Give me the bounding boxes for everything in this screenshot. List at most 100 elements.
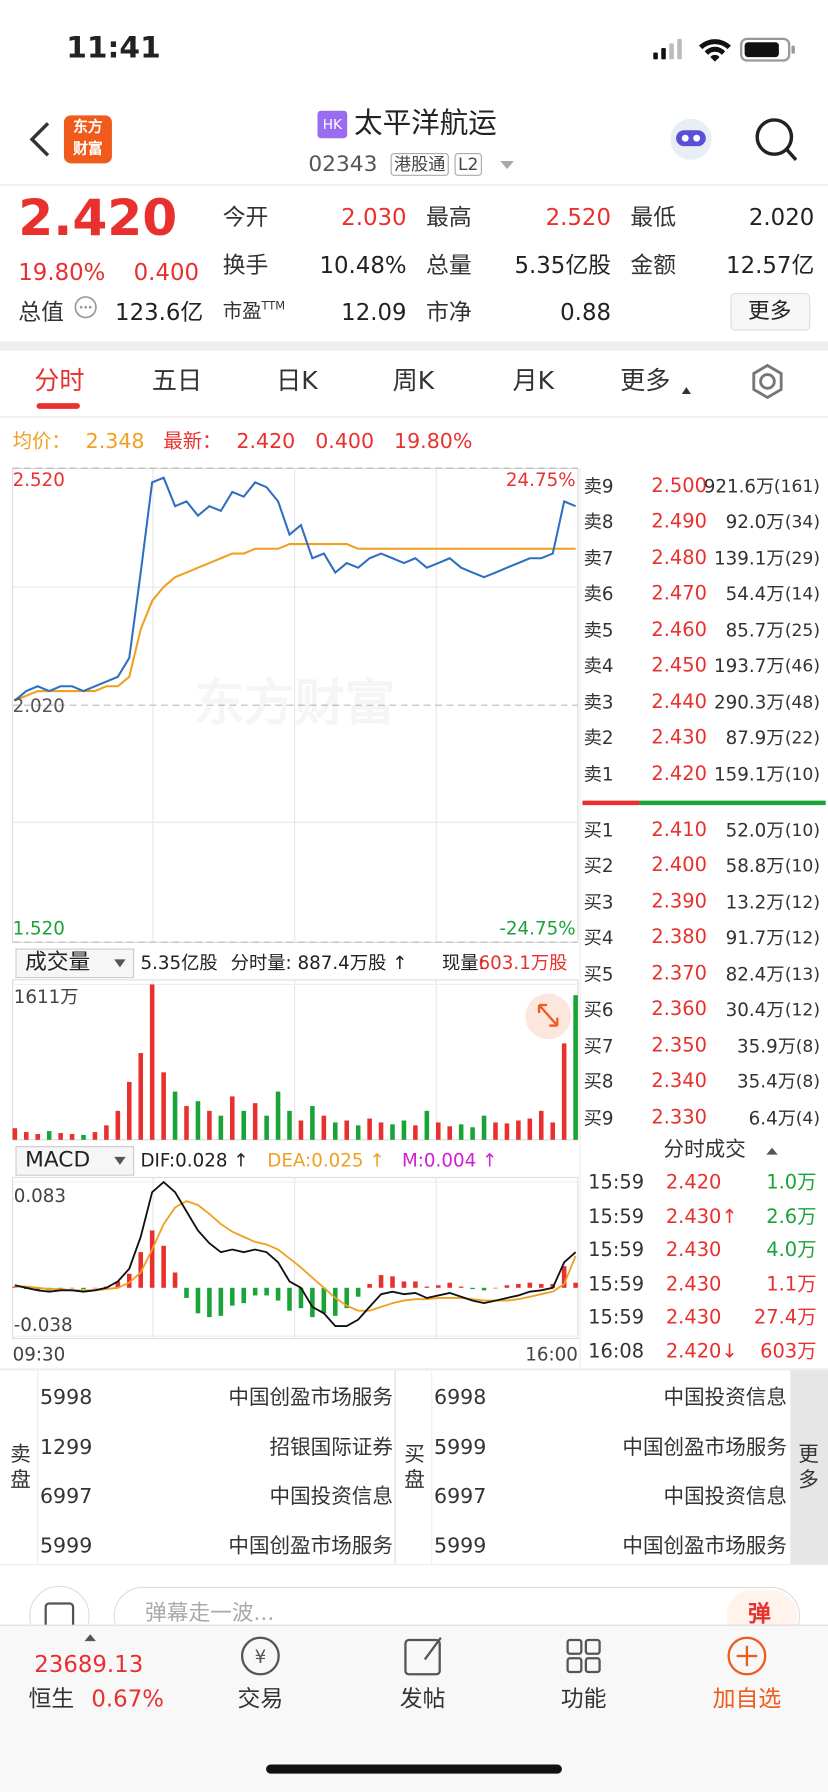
macd-bar [390, 1276, 395, 1288]
stat-label: 市盈TTM [222, 300, 286, 323]
tab[interactable]: 周K [392, 367, 435, 397]
book-volume: 193.7万 [714, 655, 785, 677]
settings-icon[interactable] [752, 363, 783, 400]
dea-label: DEA:0.025 ↑ [267, 1149, 385, 1172]
avg-price: 2.348 [85, 429, 145, 454]
nav-item[interactable]: 功能 [560, 1684, 607, 1712]
volume-bar [298, 1120, 304, 1140]
more-button[interactable] [730, 292, 811, 331]
index-name: 恒生 [28, 1684, 75, 1712]
macd-bar [355, 1287, 361, 1297]
book-count: (14) [784, 583, 821, 605]
y-tick-label: 0.083 [13, 1184, 67, 1207]
book-level: 卖5 [583, 619, 614, 641]
stat-value: 12.09 [341, 298, 407, 326]
macd-bar [287, 1287, 292, 1311]
broker-id: 5998 [39, 1385, 93, 1410]
book-volume: 921.6万 [703, 475, 775, 498]
macd-bar [184, 1287, 189, 1298]
volume-bar [550, 1122, 555, 1140]
book-price: 2.350 [651, 1034, 707, 1057]
book-price: 2.370 [651, 962, 707, 986]
volume-bar [69, 1134, 75, 1140]
volume-bar [378, 1122, 384, 1140]
tab[interactable]: 分时 [34, 367, 85, 397]
trade-time: 15:59 [588, 1272, 645, 1296]
tab[interactable]: 五日 [151, 367, 203, 397]
book-volume: 139.1万 [714, 547, 785, 570]
book-price: 2.410 [651, 818, 707, 842]
broker-name: 中国创盈市场服务 [228, 1534, 393, 1559]
macd-selector[interactable]: MACD [25, 1147, 91, 1173]
book-count: (29) [784, 548, 821, 569]
volume-bar [447, 1126, 453, 1140]
volume-bar [493, 1122, 498, 1140]
comment-placeholder[interactable]: 弹幕走一波... [145, 1600, 275, 1626]
macd-bar [218, 1287, 224, 1316]
search-icon[interactable] [755, 118, 794, 156]
stat-value: 5.35亿股 [514, 251, 612, 279]
volume-bar [401, 1120, 407, 1140]
book-level: 卖2 [583, 726, 614, 749]
book-price: 2.440 [651, 690, 707, 714]
stat-label: 换手 [222, 251, 269, 279]
y-tick-label: 1.520 [12, 917, 65, 940]
index-value[interactable]: 23689.13 [34, 1650, 144, 1678]
book-count: (12) [784, 927, 821, 949]
trade-volume: 2.6万 [766, 1205, 817, 1229]
book-volume: 52.0万 [725, 819, 785, 842]
danmaku-button[interactable]: 弹 [748, 1600, 771, 1628]
book-price: 2.430 [651, 726, 707, 750]
broker-id: 5999 [433, 1534, 487, 1559]
macd-bar [561, 1266, 567, 1288]
trades-title: 分时成交 [663, 1137, 746, 1162]
tab[interactable]: 月K [512, 367, 555, 397]
volume-bar [161, 1072, 166, 1140]
macd-bar [401, 1281, 407, 1288]
trade-time: 15:59 [588, 1239, 645, 1262]
macd-bar [527, 1282, 533, 1288]
tab[interactable]: 日K [276, 367, 318, 397]
nav-item[interactable]: 发帖 [399, 1684, 446, 1712]
broker-id: 6997 [39, 1484, 93, 1509]
volume-bar [573, 995, 578, 1140]
book-count: (4) [795, 1107, 821, 1128]
book-count: (10) [784, 855, 821, 877]
volume-bar [527, 1118, 533, 1140]
stat-label: 最高 [425, 203, 472, 231]
time-label: 09:30 [12, 1343, 66, 1366]
price-line [14, 476, 577, 702]
trade-volume: 4.0万 [766, 1239, 817, 1262]
book-volume: 35.9万 [737, 1034, 797, 1057]
y2-tick-label: -24.75% [499, 917, 576, 940]
m-label: M:0.004 ↑ [402, 1149, 498, 1172]
logo-text: 东方 [73, 119, 103, 137]
stock-tag: L2 [454, 153, 482, 176]
stat-value: 2.520 [545, 203, 612, 231]
logo-text: 财富 [73, 140, 103, 158]
book-volume: 82.4万 [725, 962, 785, 985]
book-count: (8) [795, 1035, 821, 1057]
status-time: 11:41 [66, 31, 161, 66]
macd-bar [413, 1281, 418, 1288]
volume-bar [344, 1120, 350, 1140]
tab[interactable]: 更多 [620, 367, 671, 397]
book-level: 卖4 [583, 655, 614, 677]
broker-id: 1299 [39, 1435, 93, 1460]
change-pct: 19.80% [394, 429, 473, 454]
book-count: (34) [784, 512, 821, 533]
more-button-text[interactable]: 更多 [748, 298, 792, 324]
volume-bar [355, 1125, 361, 1140]
book-count: (12) [784, 891, 821, 913]
volume-bar [458, 1124, 464, 1140]
book-price: 2.480 [651, 546, 707, 570]
broker-id: 6998 [433, 1385, 487, 1410]
volume-selector[interactable]: 成交量 [25, 949, 91, 975]
dropdown-arrow[interactable] [500, 161, 514, 170]
volume-bar [264, 1115, 269, 1140]
nav-item[interactable]: 交易 [237, 1684, 284, 1712]
volume-bar [310, 1106, 315, 1140]
back-button[interactable] [29, 122, 50, 157]
nav-item[interactable]: 加自选 [712, 1684, 782, 1712]
